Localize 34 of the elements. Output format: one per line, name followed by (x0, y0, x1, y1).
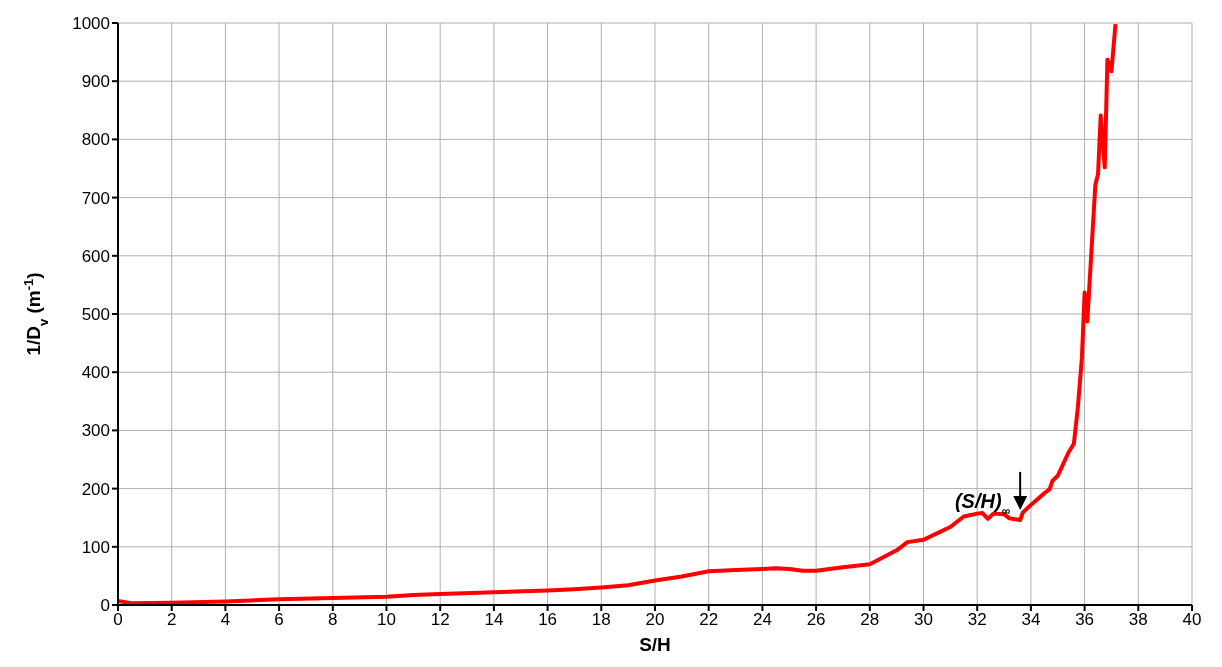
x-tick-label: 38 (1128, 610, 1148, 630)
x-tick-label: 36 (1075, 610, 1095, 630)
y-tick-label: 1000 (72, 14, 110, 34)
y-tick-label: 600 (81, 246, 110, 266)
y-tick-label: 200 (81, 479, 110, 499)
y-tick-label: 500 (81, 305, 110, 325)
x-tick-label: 14 (484, 610, 504, 630)
x-tick-label: 6 (274, 610, 284, 630)
y-tick-label: 400 (81, 363, 110, 383)
y-tick-label: 700 (81, 188, 110, 208)
x-tick-label: 10 (377, 610, 396, 630)
x-tick-label: 34 (1021, 610, 1041, 630)
x-tick-label: 30 (914, 610, 933, 630)
x-tick-label: 0 (113, 610, 123, 630)
y-tick-label: 0 (100, 596, 110, 616)
y-tick-label: 300 (81, 421, 110, 441)
x-tick-label: 8 (328, 610, 338, 630)
x-tick-label: 26 (806, 610, 826, 630)
x-tick-label: 18 (591, 610, 611, 630)
x-tick-label: 22 (699, 610, 719, 630)
y-tick-label: 800 (81, 130, 110, 150)
x-tick-label: 40 (1182, 610, 1202, 630)
x-axis-title: S/H (639, 634, 671, 655)
x-tick-label: 28 (860, 610, 880, 630)
x-tick-label: 24 (752, 610, 772, 630)
y-tick-label: 900 (81, 72, 110, 92)
x-tick-label: 32 (967, 610, 987, 630)
x-tick-label: 16 (538, 610, 558, 630)
annotation: (S/H)$_{∞}$ (954, 489, 1011, 518)
x-tick-label: 20 (645, 610, 665, 630)
y-tick-label: 100 (81, 537, 110, 557)
x-tick-label: 12 (430, 610, 450, 630)
x-tick-label: 2 (166, 610, 177, 630)
x-tick-label: 4 (220, 610, 231, 630)
